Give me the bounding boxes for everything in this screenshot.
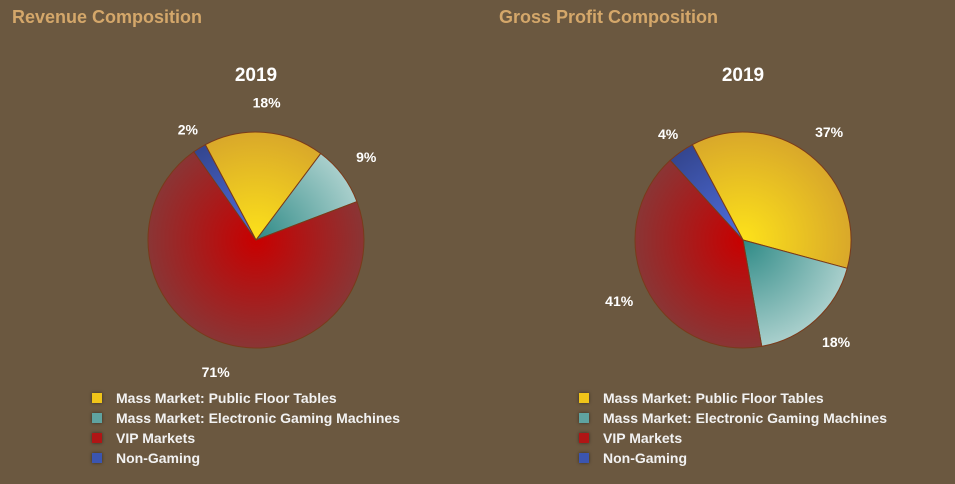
legend: Mass Market: Public Floor Tables Mass Ma…: [92, 388, 400, 468]
legend-item: VIP Markets: [579, 428, 887, 448]
legend-swatch: [579, 433, 589, 443]
legend-item: Mass Market: Electronic Gaming Machines: [92, 408, 400, 428]
legend-swatch: [92, 453, 102, 463]
legend-label: VIP Markets: [603, 430, 683, 446]
legend-swatch: [92, 433, 102, 443]
chart-title: Gross Profit Composition: [499, 7, 719, 27]
legend-label: VIP Markets: [116, 430, 196, 446]
legend: Mass Market: Public Floor Tables Mass Ma…: [579, 388, 887, 468]
legend-swatch: [579, 453, 589, 463]
gross-profit-pie-chart: 2019 37% 18% 41% 4%: [605, 65, 852, 350]
data-label-non-gaming: 4%: [658, 126, 679, 142]
revenue-panel: Revenue Composition 2019 18% 9% 71% 2% Mass …: [0, 0, 470, 484]
legend-label: Mass Market: Electronic Gaming Machines: [603, 410, 887, 426]
legend-label: Non-Gaming: [603, 450, 687, 466]
legend-item: Mass Market: Public Floor Tables: [579, 388, 887, 408]
pie-slice-non-gaming: [193, 143, 257, 241]
legend-label: Non-Gaming: [116, 450, 200, 466]
pie-slice-vip-markets: [634, 159, 763, 349]
pie-slice-public-floor-tables: [691, 131, 852, 269]
chart-subtitle: 2019: [722, 65, 764, 86]
data-label-vip-markets: 71%: [202, 364, 231, 380]
legend-item: Mass Market: Public Floor Tables: [92, 388, 400, 408]
pie-slice-vip-markets: [147, 151, 365, 349]
legend-label: Mass Market: Public Floor Tables: [116, 390, 337, 406]
legend-label: Mass Market: Public Floor Tables: [603, 390, 824, 406]
legend-item: Mass Market: Electronic Gaming Machines: [579, 408, 887, 428]
data-label-electronic-gaming-machines: 18%: [822, 334, 851, 350]
revenue-pie-chart: 2019 18% 9% 71% 2%: [147, 65, 377, 380]
pie-slice-public-floor-tables: [204, 131, 322, 241]
pie-slice-electronic-gaming-machines: [742, 239, 848, 347]
legend-item: Non-Gaming: [92, 448, 400, 468]
gross-profit-panel: Gross Profit Composition 2019 37% 18% 41% 4%…: [487, 0, 955, 484]
data-label-vip-markets: 41%: [605, 293, 634, 309]
pie-slice-non-gaming: [669, 143, 744, 241]
legend-item: VIP Markets: [92, 428, 400, 448]
legend-swatch: [92, 413, 102, 423]
legend-item: Non-Gaming: [579, 448, 887, 468]
data-label-public-floor-tables: 37%: [815, 124, 844, 140]
legend-label: Mass Market: Electronic Gaming Machines: [116, 410, 400, 426]
legend-swatch: [579, 393, 589, 403]
data-label-non-gaming: 2%: [178, 121, 199, 137]
legend-swatch: [579, 413, 589, 423]
data-label-public-floor-tables: 18%: [253, 94, 282, 110]
chart-title: Revenue Composition: [12, 7, 203, 27]
data-label-electronic-gaming-machines: 9%: [356, 149, 377, 165]
legend-swatch: [92, 393, 102, 403]
chart-subtitle: 2019: [235, 65, 277, 86]
